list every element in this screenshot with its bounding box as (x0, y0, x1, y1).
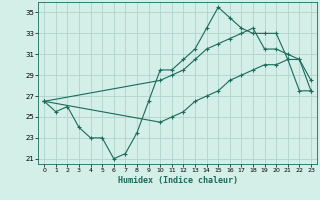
X-axis label: Humidex (Indice chaleur): Humidex (Indice chaleur) (118, 176, 238, 185)
